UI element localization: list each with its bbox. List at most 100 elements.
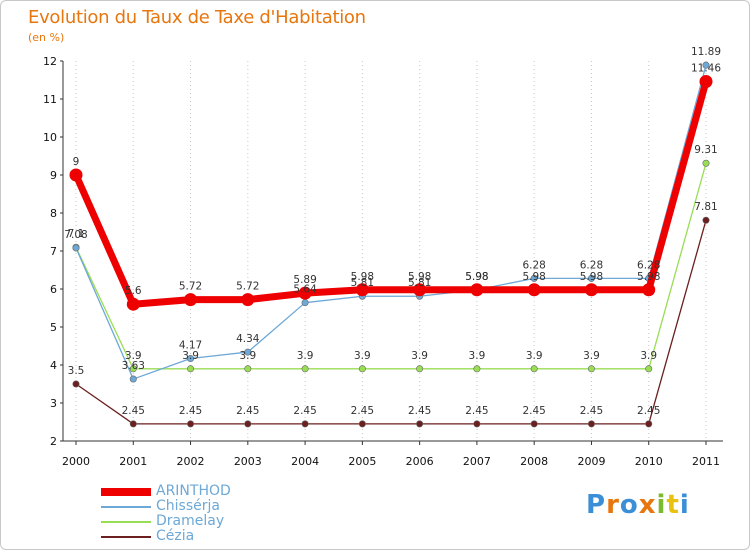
- data-point: [187, 355, 195, 363]
- y-tick-label: 11: [43, 93, 57, 106]
- data-label: 6.28: [637, 259, 660, 271]
- data-label: 5.98: [465, 271, 488, 283]
- data-label: 7.08: [64, 229, 87, 241]
- series-line-chissérja: [75, 65, 707, 380]
- data-point: [702, 216, 710, 224]
- x-tick-label: 2009: [577, 455, 605, 468]
- data-point: [358, 420, 366, 428]
- data-point: [527, 283, 541, 297]
- data-label: 2.45: [522, 405, 545, 417]
- y-tick-label: 12: [43, 55, 57, 68]
- data-label: 3.9: [411, 350, 428, 362]
- data-label: 3.63: [122, 360, 145, 372]
- data-point: [298, 286, 312, 300]
- logo-letter: t: [666, 490, 680, 520]
- legend-swatch: [101, 506, 151, 508]
- data-label: 2.45: [179, 405, 202, 417]
- data-point: [699, 75, 713, 89]
- legend-label: Dramelay: [156, 513, 225, 529]
- data-label: 4.17: [179, 340, 202, 352]
- data-point: [473, 420, 481, 428]
- y-tick-label: 3: [50, 397, 57, 410]
- data-label: 9.31: [694, 144, 717, 156]
- data-label: 9: [73, 156, 80, 168]
- y-tick-label: 4: [50, 359, 57, 372]
- x-tick-label: 2000: [62, 455, 90, 468]
- data-point: [244, 420, 252, 428]
- x-tick-label: 2008: [520, 455, 548, 468]
- data-point: [702, 159, 710, 167]
- data-point: [184, 293, 198, 307]
- data-point: [129, 420, 137, 428]
- y-tick-label: 5: [50, 321, 57, 334]
- chart-subtitle: (en %): [28, 31, 65, 44]
- series-line-arinthod: [72, 80, 710, 308]
- logo-letter: i: [656, 490, 667, 520]
- data-label: 4.34: [236, 333, 260, 345]
- logo-letter: o: [619, 490, 639, 520]
- data-label: 5.81: [351, 277, 374, 289]
- legend-swatch: [101, 521, 151, 523]
- x-tick-label: 2004: [291, 455, 319, 468]
- logo-letter: i: [679, 490, 690, 520]
- y-tick-label: 9: [50, 169, 57, 182]
- data-point: [358, 365, 366, 373]
- data-point: [244, 348, 252, 356]
- data-label: 3.9: [469, 350, 486, 362]
- proxiti-logo: Proxiti: [586, 490, 690, 520]
- data-point: [587, 274, 595, 282]
- data-label: 5.6: [125, 285, 142, 297]
- data-label: 5.81: [408, 277, 431, 289]
- data-point: [129, 375, 137, 383]
- x-tick-label: 2011: [692, 455, 720, 468]
- y-tick-label: 2: [50, 435, 57, 448]
- data-point: [642, 283, 656, 297]
- data-point: [72, 244, 80, 252]
- data-label: 3.9: [182, 350, 199, 362]
- data-label: 2.45: [236, 405, 259, 417]
- y-tick-label: 6: [50, 283, 57, 296]
- series-line-cézia: [75, 220, 707, 425]
- data-label: 5.89: [293, 274, 316, 286]
- data-label: 6.28: [580, 259, 603, 271]
- data-label: 2.45: [465, 405, 488, 417]
- legend-swatch: [101, 488, 151, 496]
- data-point: [645, 365, 653, 373]
- data-label: 2.45: [351, 405, 374, 417]
- data-label: 2.45: [580, 405, 603, 417]
- legend-swatch: [101, 536, 151, 538]
- data-point: [413, 283, 427, 297]
- data-label: 5.98: [580, 271, 603, 283]
- data-point: [587, 365, 595, 373]
- data-label: 3.9: [583, 350, 600, 362]
- data-label: 5.72: [236, 281, 259, 293]
- data-label: 3.9: [526, 350, 543, 362]
- data-label: 3.9: [640, 350, 657, 362]
- data-point: [416, 365, 424, 373]
- data-point: [530, 420, 538, 428]
- data-label: 5.98: [351, 271, 374, 283]
- data-point: [645, 420, 653, 428]
- legend-label: Cézia: [156, 528, 195, 544]
- data-label: 5.98: [637, 271, 660, 283]
- logo-letter: P: [586, 490, 607, 520]
- data-label: 2.45: [293, 405, 316, 417]
- data-point: [416, 420, 424, 428]
- series-line-dramelay: [75, 163, 707, 370]
- logo-letter: r: [606, 490, 620, 520]
- x-tick-label: 2007: [463, 455, 491, 468]
- x-tick-label: 2002: [177, 455, 205, 468]
- data-label: 2.45: [408, 405, 431, 417]
- x-tick-label: 2001: [119, 455, 147, 468]
- data-point: [301, 420, 309, 428]
- data-point: [187, 420, 195, 428]
- data-label: 3.9: [354, 350, 371, 362]
- data-label: 3.5: [68, 365, 85, 377]
- data-label: 5.64: [293, 284, 317, 296]
- data-label: 5.98: [522, 271, 545, 283]
- data-label: 5.72: [179, 281, 202, 293]
- data-point: [587, 420, 595, 428]
- data-point: [72, 380, 80, 388]
- data-point: [470, 283, 484, 297]
